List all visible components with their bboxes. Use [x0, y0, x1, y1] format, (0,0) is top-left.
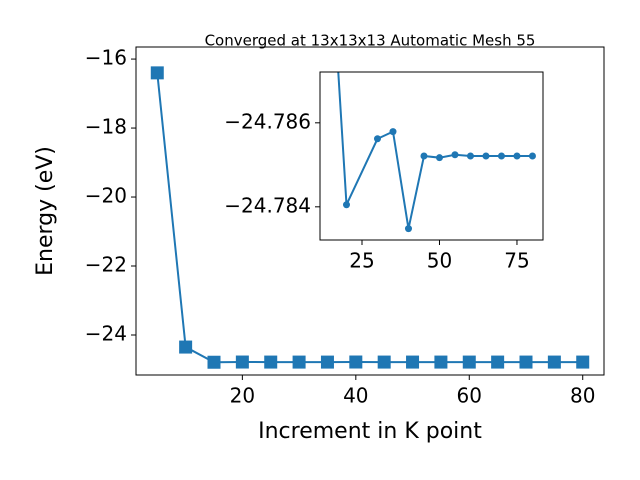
marker	[547, 355, 561, 369]
x-tick-label: 75	[504, 249, 529, 273]
marker	[406, 355, 420, 369]
marker	[377, 355, 391, 369]
marker	[342, 201, 350, 209]
y-tick-label: −22	[85, 253, 127, 277]
series-line	[156, 72, 583, 364]
y-tick-label: −24.784	[224, 193, 311, 217]
plot-content	[150, 66, 590, 369]
marker	[435, 154, 443, 162]
marker	[150, 66, 164, 80]
marker	[491, 355, 505, 369]
marker	[373, 135, 381, 143]
marker	[420, 152, 428, 160]
marker	[235, 355, 249, 369]
marker	[320, 355, 334, 369]
marker	[292, 355, 306, 369]
axes-frame	[135, 46, 605, 376]
marker	[497, 152, 505, 160]
marker	[404, 225, 412, 233]
x-tick-label: 60	[457, 384, 482, 408]
y-tick-label: −20	[85, 184, 127, 208]
x-axis-label: Increment in K point	[258, 419, 482, 444]
y-axis-label: Energy (eV)	[33, 146, 58, 276]
marker	[389, 128, 397, 136]
marker	[513, 152, 521, 160]
x-tick-label: 40	[343, 384, 368, 408]
x-tick-label: 25	[349, 249, 374, 273]
chart-title: Converged at 13x13x13 Automatic Mesh 55	[205, 32, 536, 50]
plot-content	[337, 72, 536, 233]
y-tick-label: −24	[85, 321, 127, 345]
marker	[519, 355, 533, 369]
y-tick-label: −18	[85, 115, 127, 139]
marker	[179, 340, 193, 354]
x-tick-label: 50	[427, 249, 452, 273]
marker	[451, 151, 459, 159]
marker	[462, 355, 476, 369]
marker	[482, 152, 490, 160]
x-tick-label: 80	[570, 384, 595, 408]
marker	[207, 355, 221, 369]
axes-frame	[319, 71, 544, 241]
x-tick-label: 20	[230, 384, 255, 408]
y-tick-label: −24.786	[224, 109, 311, 133]
marker	[434, 355, 448, 369]
marker	[528, 152, 536, 160]
marker	[349, 355, 363, 369]
marker	[466, 152, 474, 160]
y-tick-label: −16	[85, 46, 127, 70]
marker	[264, 355, 278, 369]
marker	[576, 355, 590, 369]
